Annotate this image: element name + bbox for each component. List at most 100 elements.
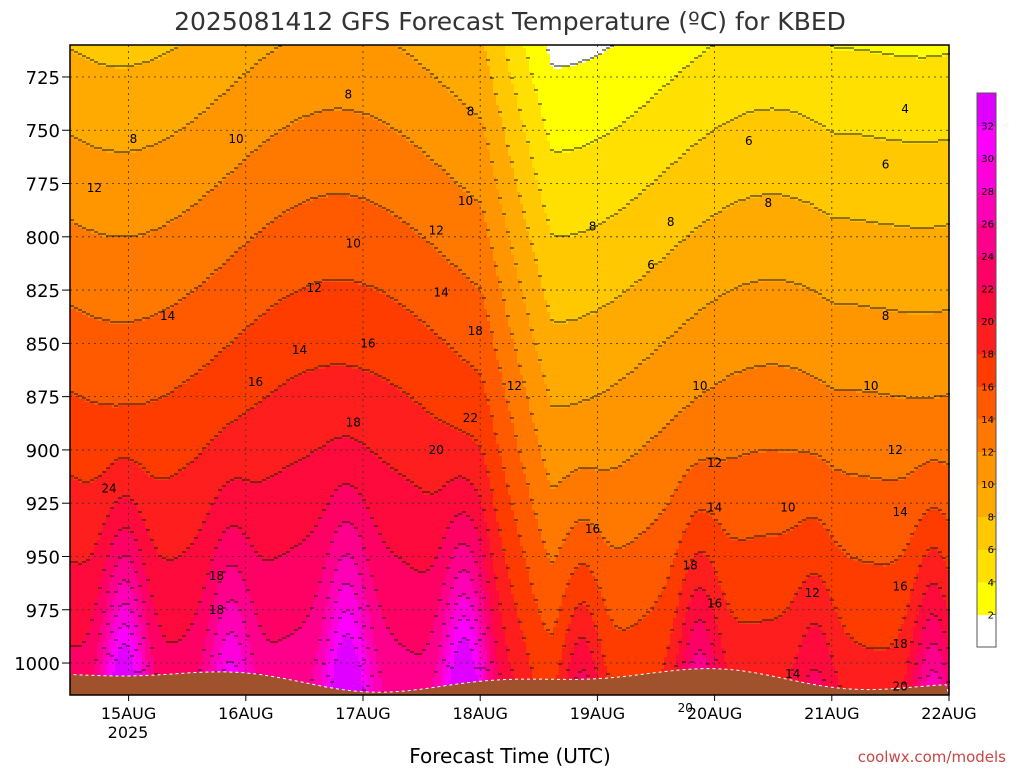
contour-label: 14	[292, 343, 307, 357]
colorbar-label: 4	[988, 578, 994, 589]
colorbar-swatch	[977, 516, 996, 550]
contour-label: 10	[346, 236, 361, 250]
contour-label: 18	[209, 603, 224, 617]
contour-label: 12	[429, 224, 444, 238]
contour-label: 10	[692, 379, 707, 393]
colorbar-swatch	[977, 549, 996, 583]
contour-label: 18	[209, 569, 224, 583]
contour-line	[70, 47, 950, 323]
contour-label: 4	[901, 102, 909, 116]
colorbar-label: 16	[981, 382, 994, 393]
contour-label: 16	[707, 597, 722, 611]
contour-line	[70, 45, 950, 407]
contour-line	[546, 45, 614, 67]
colorbar-label: 30	[981, 154, 994, 165]
contour-label: 14	[893, 505, 908, 519]
x-tick-label: 22AUG	[921, 704, 976, 723]
colorbar-swatch	[977, 190, 996, 224]
colorbar-label: 8	[988, 513, 994, 524]
contour-label: 8	[467, 104, 475, 118]
colorbar-label: 14	[981, 415, 994, 426]
contour-label: 18	[346, 415, 361, 429]
colorbar-swatch	[977, 386, 996, 420]
contour-label: 8	[882, 309, 890, 323]
colorbar-swatch	[977, 93, 996, 127]
x-tick-label: 21AUG	[804, 704, 859, 723]
colorbar-frame	[976, 92, 997, 648]
colorbar-label: 24	[981, 252, 994, 263]
y-tick-label: 800	[26, 228, 60, 249]
contour-label: 8	[130, 132, 138, 146]
contour-line	[70, 279, 950, 635]
y-tick-label: 850	[26, 334, 60, 355]
x-axis-title: Forecast Time (UTC)	[409, 744, 611, 768]
contour-label: 12	[888, 443, 903, 457]
colorbar-swatch	[977, 125, 996, 159]
contour-label: 10	[458, 194, 473, 208]
x-year-label: 2025	[108, 723, 149, 742]
contour-label: 18	[893, 637, 908, 651]
y-tick-label: 900	[26, 441, 60, 462]
y-tick-label: 750	[26, 121, 60, 142]
colorbar-swatch	[977, 223, 996, 257]
colorbar-swatch	[977, 288, 996, 322]
contour-line	[70, 435, 950, 693]
contour-label: 6	[647, 258, 655, 272]
contour-label: 20	[678, 701, 693, 715]
contour-label: 14	[433, 285, 448, 299]
y-tick-label: 950	[26, 547, 60, 568]
colorbar-swatch	[977, 353, 996, 387]
contour-label: 12	[307, 281, 322, 295]
temperature-field	[70, 45, 950, 695]
contour-line	[70, 363, 950, 695]
contour-labels: 8 8 8 10 12 10 12 10 8 12 14 14 18 16 14 16 12 18 22 20 24 18…	[87, 87, 909, 715]
plot-frame	[69, 44, 950, 696]
contour-label: 18	[468, 324, 483, 338]
x-tick-label: 18AUG	[452, 704, 507, 723]
contour-label: 20	[893, 680, 908, 694]
colorbar-swatch	[977, 255, 996, 290]
terrain-ground	[69, 668, 950, 696]
colorbar-label: 32	[981, 122, 994, 133]
contour-label: 8	[589, 219, 597, 233]
y-tick-label: 875	[26, 388, 60, 409]
colorbar-swatch	[977, 484, 996, 518]
isotherm-contours	[70, 45, 950, 695]
colorbar-swatch	[977, 418, 996, 452]
y-tick-label: 925	[26, 494, 60, 515]
ground-surface	[69, 668, 950, 696]
contour-label: 12	[805, 586, 820, 600]
contour-label: 12	[87, 181, 102, 195]
contour-label: 18	[683, 558, 698, 572]
contour-label: 8	[764, 196, 772, 210]
y-tick-label: 825	[26, 281, 60, 302]
x-tick-label: 19AUG	[570, 704, 625, 723]
y-tick-label: 725	[26, 68, 60, 89]
colorbar-swatch	[977, 614, 996, 648]
contour-label: 24	[101, 482, 116, 496]
colorbar-label: 6	[988, 545, 994, 556]
contour-line	[70, 107, 950, 487]
colorbar-label: 2	[988, 610, 994, 621]
y-tick-label: 1000	[14, 654, 60, 675]
gridlines	[70, 45, 950, 695]
contour-line	[70, 483, 950, 695]
y-tick-label: 975	[26, 601, 60, 622]
contour-label: 16	[585, 522, 600, 536]
contour-label: 12	[707, 456, 722, 470]
x-tick-label: 16AUG	[218, 704, 273, 723]
contour-label: 8	[345, 87, 353, 101]
colorbar-label: 28	[981, 187, 994, 198]
colorbar-swatch	[977, 451, 996, 485]
colorbar-label: 10	[981, 480, 994, 491]
contour-label: 16	[893, 580, 908, 594]
contour-line	[506, 59, 950, 237]
colorbar-label: 18	[981, 350, 994, 361]
contour-label: 16	[248, 375, 263, 389]
y-axis: 725 750 775 800 825 850 875 900 925 950 975 1000	[14, 68, 70, 675]
contour-label: 10	[863, 379, 878, 393]
contour-label: 10	[228, 132, 243, 146]
